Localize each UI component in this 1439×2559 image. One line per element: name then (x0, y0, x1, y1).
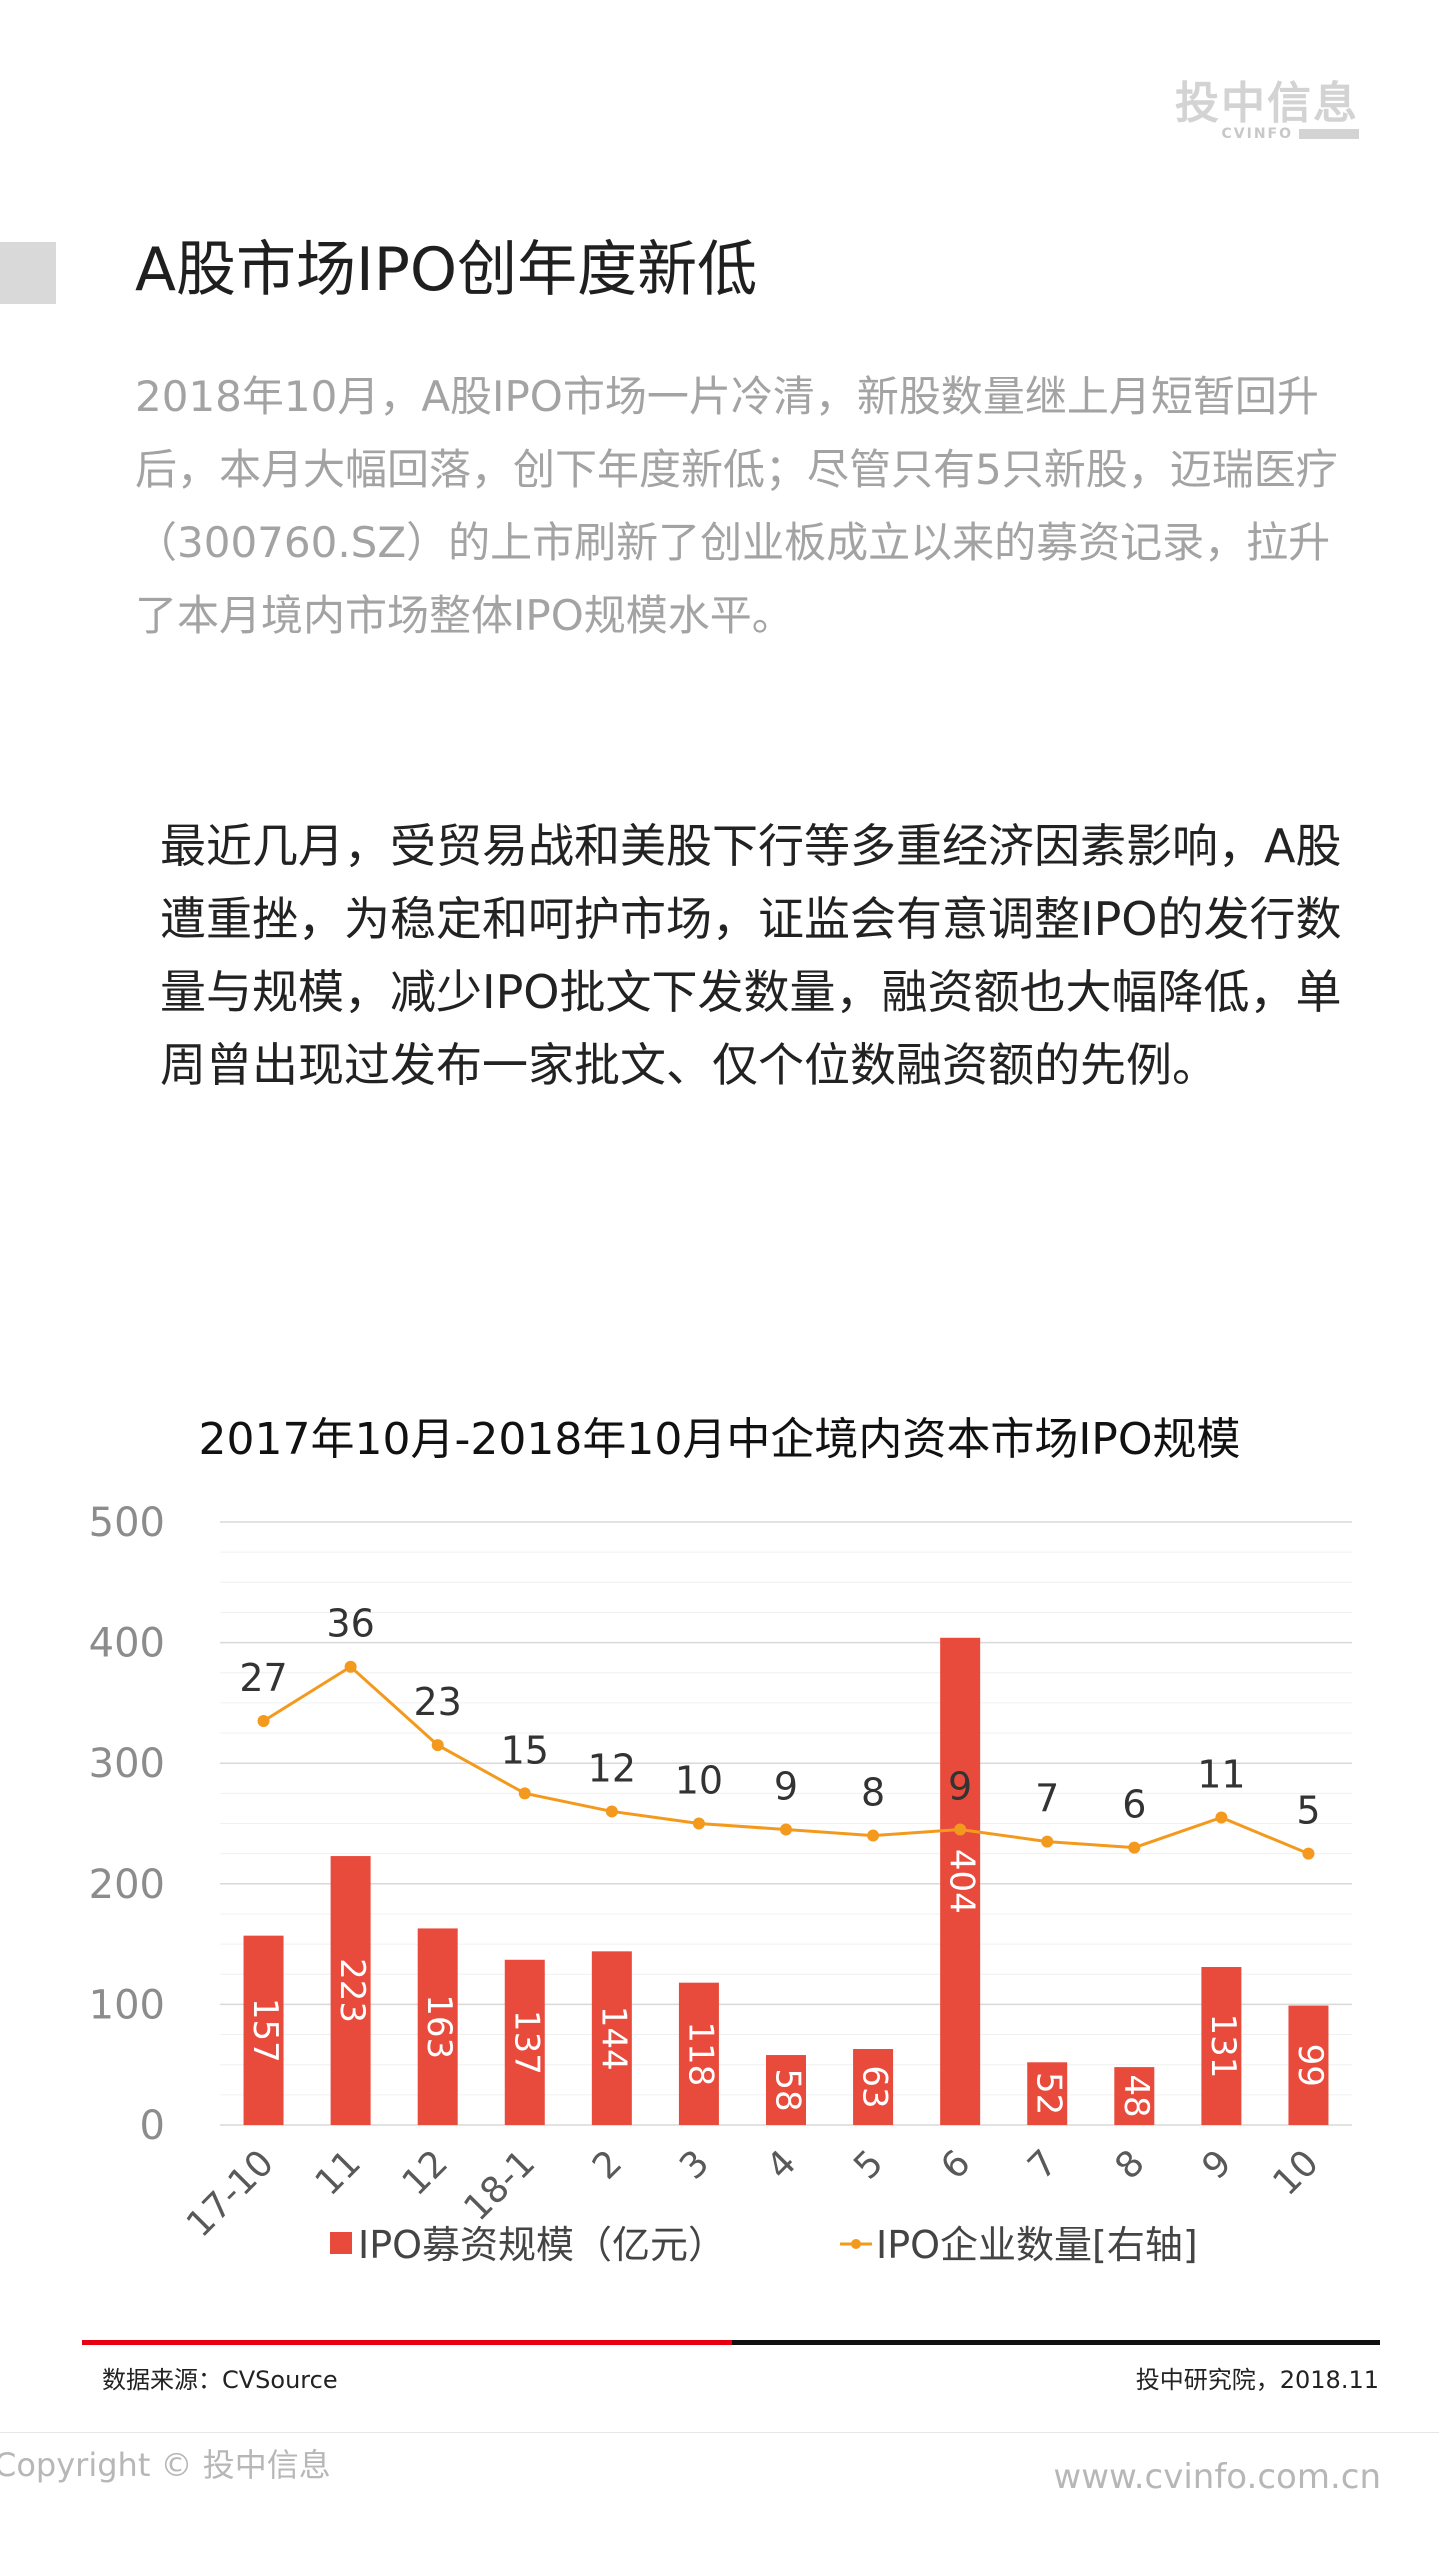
bar-value-label: 144 (593, 2006, 633, 2071)
data-source: 数据来源：CVSource (102, 2366, 338, 2394)
bar-value-label: 131 (1203, 2014, 1243, 2079)
line-value-label: 15 (501, 1728, 549, 1772)
footer-rule-red (82, 2340, 732, 2345)
legend-bar-label: IPO募资规模（亿元） (358, 2223, 726, 2267)
x-tick-label: 10 (1265, 2142, 1326, 2203)
line-point (518, 1787, 531, 1800)
logo-text-cn: 投中信息 (1175, 78, 1359, 129)
line-value-label: 9 (948, 1765, 972, 1809)
page-title: A股市场IPO创年度新低 (135, 235, 758, 305)
line-point (431, 1739, 444, 1752)
line-value-label: 12 (588, 1746, 636, 1790)
x-tick-label: 18-1 (456, 2142, 543, 2229)
x-tick-label: 11 (308, 2142, 369, 2203)
line-point (954, 1823, 967, 1836)
legend-line-marker (851, 2239, 861, 2249)
bar (417, 1928, 458, 2125)
line-value-label: 10 (675, 1759, 723, 1803)
section-marker (0, 242, 56, 304)
x-tick-label: 8 (1107, 2142, 1152, 2187)
line-point (605, 1805, 618, 1818)
bar (1114, 2067, 1155, 2125)
x-tick-label: 2 (585, 2142, 630, 2187)
y-tick-label: 500 (89, 1500, 165, 1546)
logo-text-en: CVINFO (1175, 126, 1359, 142)
line-value-label: 7 (1035, 1777, 1059, 1821)
bar (1201, 1967, 1242, 2125)
y-tick-label: 0 (140, 2103, 165, 2149)
line-value-label: 27 (239, 1656, 287, 1700)
line-value-label: 5 (1296, 1789, 1320, 1833)
y-tick-label: 100 (89, 1982, 165, 2028)
line-point (1128, 1841, 1141, 1854)
legend-line-label: IPO企业数量[右轴] (876, 2223, 1198, 2267)
bar (678, 1982, 719, 2125)
x-tick-label: 7 (1020, 2142, 1065, 2187)
bar (504, 1959, 545, 2125)
line-value-label: 11 (1197, 1752, 1245, 1796)
legend-bar-swatch (330, 2232, 352, 2254)
cvinfo-logo: 投中信息 CVINFO (1175, 78, 1359, 142)
line-value-label: 36 (326, 1602, 374, 1646)
line-value-label: 9 (774, 1765, 798, 1809)
copyright-text: Copyright © 投中信息 (0, 2446, 331, 2484)
y-tick-label: 400 (89, 1621, 165, 1667)
bar-value-label: 223 (332, 1958, 372, 2023)
x-tick-label: 9 (1195, 2142, 1240, 2187)
bar-value-label: 118 (680, 2021, 720, 2086)
line-value-label: 6 (1122, 1783, 1146, 1827)
bar-value-label: 48 (1116, 2074, 1156, 2117)
website-link[interactable]: www.cvinfo.com.cn (1053, 2457, 1381, 2497)
intro-paragraph: 2018年10月，A股IPO市场一片冷清，新股数量继上月短暂回升后，本月大幅回落… (135, 372, 1338, 640)
line-point (780, 1823, 792, 1836)
x-tick-label: 4 (759, 2142, 804, 2187)
x-tick-label: 5 (846, 2142, 891, 2187)
line-point (1041, 1835, 1054, 1848)
bar (940, 1637, 981, 2125)
x-tick-label: 3 (672, 2142, 717, 2187)
bar-value-label: 163 (419, 1994, 459, 2059)
y-tick-label: 300 (89, 1741, 165, 1787)
bar (1027, 2062, 1068, 2125)
bar (243, 1935, 284, 2125)
line-value-label: 23 (414, 1680, 462, 1724)
x-tick-label: 12 (395, 2142, 456, 2203)
bar (766, 2055, 806, 2125)
line-point (1302, 1847, 1315, 1860)
line-point (257, 1714, 270, 1727)
x-tick-label: 17-10 (179, 2142, 282, 2245)
bar-value-label: 137 (506, 2010, 546, 2075)
line-value-label: 8 (861, 1771, 885, 1815)
bar-value-label: 157 (245, 1998, 285, 2063)
line-point (867, 1829, 880, 1842)
bar (591, 1951, 632, 2125)
bar (853, 2049, 894, 2125)
line-point (1215, 1811, 1228, 1824)
x-tick-label: 6 (933, 2142, 978, 2187)
chart-title: 2017年10月-2018年10月中企境内资本市场IPO规模 (198, 1414, 1241, 1465)
line-point (692, 1817, 705, 1830)
bar-value-label: 99 (1290, 2044, 1330, 2087)
body-paragraph: 最近几月，受贸易战和美股下行等多重经济因素影响，A股遭重挫，为稳定和呵护市场，证… (160, 819, 1342, 1092)
footer-divider (0, 2432, 1439, 2433)
bar-value-label: 52 (1029, 2072, 1069, 2115)
bar (330, 1856, 371, 2125)
bar-value-label: 58 (768, 2068, 808, 2111)
bar (1288, 2005, 1329, 2125)
y-tick-label: 200 (89, 1862, 165, 1908)
footer-rule-black (732, 2340, 1380, 2345)
report-org-date: 投中研究院，2018.11 (1135, 2366, 1379, 2394)
bar-value-label: 63 (855, 2065, 895, 2108)
line-point (344, 1660, 357, 1673)
bar-value-label: 404 (942, 1849, 982, 1914)
